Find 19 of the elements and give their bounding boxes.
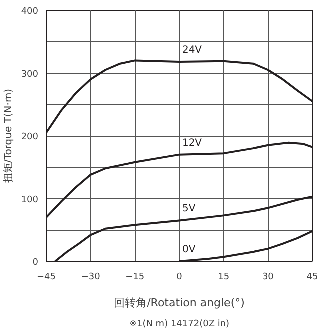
x-tick-label: 45 — [306, 272, 318, 282]
series-label: 24V — [182, 44, 202, 56]
x-tick-label: 15 — [218, 272, 230, 282]
text: ※1(N m) 14172(0Z in) — [129, 320, 230, 330]
series-label: 12V — [182, 138, 202, 149]
x-tick-label: −15 — [126, 272, 145, 282]
x-tick-label: 30 — [262, 272, 274, 282]
y-tick-label: 300 — [21, 70, 39, 80]
x-tick-label: 0 — [176, 272, 183, 282]
y-tick-label: 100 — [21, 195, 39, 206]
series-label: 0V — [182, 244, 196, 256]
x-tick-label: −30 — [81, 272, 101, 282]
y-tick-label: 200 — [21, 132, 39, 142]
y-axis-title: 扭矩/Torque T(N·m) — [2, 88, 14, 184]
y-tick-label: 0 — [32, 258, 39, 268]
series-label: 5V — [182, 204, 196, 215]
x-axis-title: 回转角/Rotation angle(°) — [114, 296, 245, 310]
y-tick-label: 400 — [21, 7, 39, 17]
x-tick-label: −45 — [37, 272, 56, 282]
